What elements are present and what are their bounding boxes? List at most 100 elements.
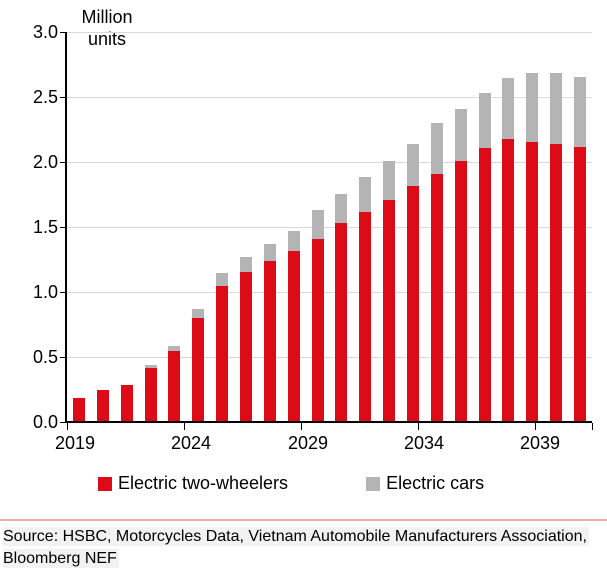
bar-segment-electric-two-wheelers	[311, 239, 324, 421]
bar-2036	[473, 33, 497, 421]
bar-segment-electric-two-wheelers	[263, 261, 276, 421]
bar-segment-electric-cars	[550, 72, 563, 145]
bar-segment-electric-cars	[478, 93, 491, 148]
bar-segment-electric-two-wheelers	[96, 389, 109, 421]
x-tick	[301, 423, 302, 430]
bar-segment-electric-two-wheelers	[454, 161, 467, 421]
bar-segment-electric-two-wheelers	[72, 397, 85, 421]
bar-segment-electric-two-wheelers	[383, 200, 396, 421]
bar-segment-electric-two-wheelers	[359, 211, 372, 421]
y-axis-label: 0.0	[32, 412, 58, 432]
gridline-1.5	[67, 227, 592, 228]
bar-segment-electric-cars	[168, 345, 181, 351]
y-tick-1.0	[60, 292, 67, 293]
bar-segment-electric-two-wheelers	[430, 174, 443, 421]
bar-segment-electric-cars	[430, 123, 443, 174]
bar-2040	[568, 33, 592, 421]
bar-segment-electric-two-wheelers	[573, 146, 586, 421]
y-axis-title-line2: units	[87, 29, 127, 49]
y-axis-label: 1.5	[32, 217, 58, 237]
y-axis-title: Million units	[70, 6, 144, 50]
bar-segment-electric-two-wheelers	[502, 138, 515, 421]
bar-segment-electric-two-wheelers	[120, 384, 133, 421]
y-axis-title-line1: Million	[81, 7, 133, 27]
bar-segment-electric-two-wheelers	[406, 185, 419, 421]
bar-2029	[306, 33, 330, 421]
legend-label-cars: Electric cars	[386, 473, 485, 493]
x-tick	[418, 423, 419, 430]
cars-swatch-icon	[366, 476, 381, 491]
x-axis-label-2034: 2034	[403, 433, 445, 453]
bar-2027	[258, 33, 282, 421]
gridline-2.5	[67, 97, 592, 98]
bar-segment-electric-cars	[573, 76, 586, 147]
bar-segment-electric-two-wheelers	[550, 144, 563, 421]
bar-segment-electric-cars	[335, 193, 348, 224]
gridline-1.0	[67, 292, 592, 293]
plot-area	[60, 32, 593, 430]
source-line1: Source: HSBC, Motorcycles Data, Vietnam …	[3, 527, 589, 546]
gridline-0.5	[67, 357, 592, 358]
bar-2025	[210, 33, 234, 421]
bar-2023	[162, 33, 186, 421]
x-axis-label-2019: 2019	[54, 433, 96, 453]
bar-segment-electric-two-wheelers	[168, 350, 181, 421]
bar-2039	[544, 33, 568, 421]
bar-segment-electric-cars	[311, 210, 324, 239]
x-axis-label-2029: 2029	[287, 433, 329, 453]
y-tick-2.0	[60, 162, 67, 163]
bar-2028	[282, 33, 306, 421]
bar-2034	[425, 33, 449, 421]
bar-2032	[377, 33, 401, 421]
bar-2022	[139, 33, 163, 421]
bar-series	[67, 33, 592, 421]
y-tick-0.5	[60, 357, 67, 358]
bar-2037	[496, 33, 520, 421]
source-note: Source: HSBC, Motorcycles Data, Vietnam …	[3, 526, 607, 570]
bar-segment-electric-two-wheelers	[335, 223, 348, 421]
x-tick	[592, 423, 593, 430]
gridline-2.0	[67, 162, 592, 163]
bar-segment-electric-cars	[144, 365, 157, 368]
bar-segment-electric-two-wheelers	[216, 285, 229, 421]
x-axis-label-2039: 2039	[519, 433, 561, 453]
bar-segment-electric-cars	[454, 109, 467, 161]
bar-2021	[115, 33, 139, 421]
bar-segment-electric-cars	[383, 161, 396, 200]
x-axis-label-2024: 2024	[170, 433, 212, 453]
bar-2038	[520, 33, 544, 421]
y-axis-label: 3.0	[32, 22, 58, 42]
y-tick-0.0	[60, 422, 67, 423]
two-wheelers-swatch-icon	[98, 476, 112, 491]
bar-segment-electric-two-wheelers	[287, 250, 300, 421]
bar-segment-electric-cars	[406, 144, 419, 186]
bar-2033	[401, 33, 425, 421]
bar-2031	[353, 33, 377, 421]
y-tick-1.5	[60, 227, 67, 228]
bar-segment-electric-cars	[192, 309, 205, 319]
x-tick	[67, 423, 68, 430]
bar-segment-electric-two-wheelers	[526, 141, 539, 421]
y-axis-label: 2.0	[32, 152, 58, 172]
bar-segment-electric-two-wheelers	[192, 318, 205, 421]
bar-segment-electric-cars	[216, 272, 229, 286]
separator-line	[0, 519, 607, 521]
legend-label-two-wheelers: Electric two-wheelers	[118, 473, 289, 493]
bar-segment-electric-cars	[502, 77, 515, 139]
bar-2030	[329, 33, 353, 421]
x-tick	[184, 423, 185, 430]
bar-segment-electric-two-wheelers	[478, 148, 491, 421]
bar-segment-electric-two-wheelers	[239, 271, 252, 421]
bar-2024	[186, 33, 210, 421]
x-tick	[535, 423, 536, 430]
y-tick-2.5	[60, 97, 67, 98]
y-axis-label: 0.5	[32, 347, 58, 367]
bar-2026	[234, 33, 258, 421]
bar-segment-electric-cars	[287, 231, 300, 251]
y-axis-label: 1.0	[32, 282, 58, 302]
y-tick-3.0	[60, 32, 67, 33]
bar-segment-electric-cars	[239, 257, 252, 272]
y-axis-label: 2.5	[32, 87, 58, 107]
gridline-3.0	[67, 32, 592, 33]
bar-segment-electric-two-wheelers	[144, 367, 157, 421]
